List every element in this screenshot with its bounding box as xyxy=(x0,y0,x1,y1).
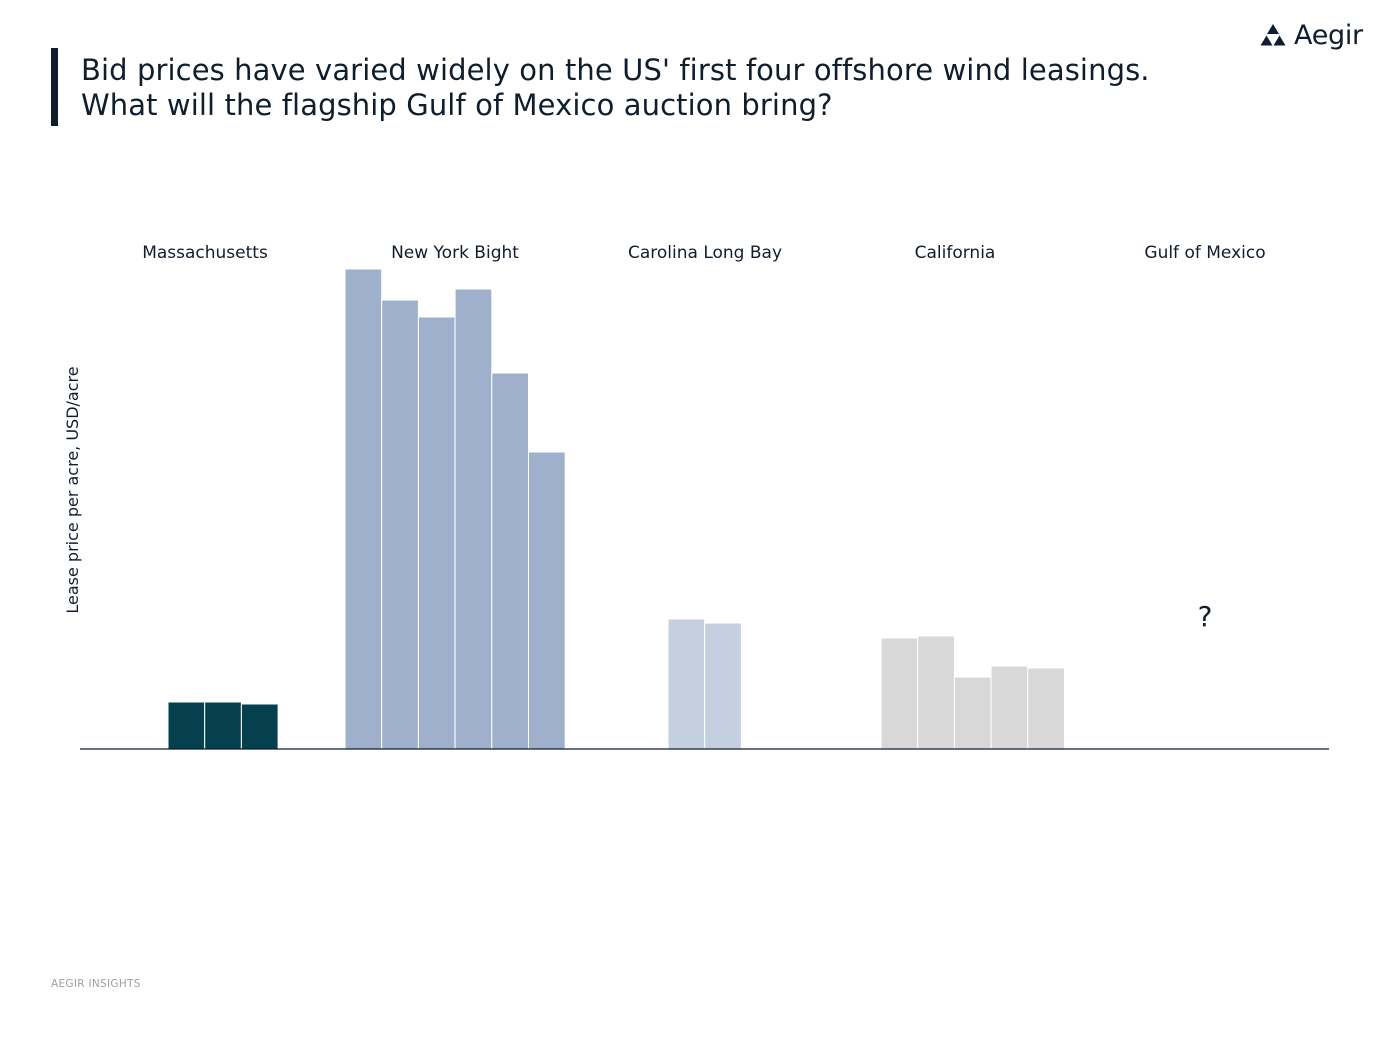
bar xyxy=(167,701,206,750)
bar xyxy=(344,268,383,750)
bar xyxy=(990,665,1029,750)
footer-credit: AEGIR INSIGHTS xyxy=(51,978,141,990)
bar xyxy=(381,299,419,750)
bar xyxy=(491,372,529,750)
bar xyxy=(880,637,919,750)
bar xyxy=(240,703,279,750)
bar xyxy=(667,618,706,750)
bar xyxy=(454,288,493,750)
y-axis-label: Lease price per acre, USD/acre xyxy=(63,366,82,613)
annotation-question-mark: ? xyxy=(1198,600,1213,633)
page-title: Bid prices have varied widely on the US'… xyxy=(81,53,1241,123)
group-label: California xyxy=(915,243,996,263)
group-label: Gulf of Mexico xyxy=(1144,243,1265,263)
group-label: New York Bight xyxy=(391,243,519,263)
group-label: Massachusetts xyxy=(142,243,268,263)
bar xyxy=(917,635,955,750)
brand-name: Aegir xyxy=(1294,19,1363,51)
title-line-2: What will the flagship Gulf of Mexico au… xyxy=(81,88,833,122)
bar xyxy=(204,701,242,750)
bar xyxy=(1027,667,1066,750)
triangle-cluster-icon xyxy=(1260,23,1286,47)
title-accent-bar xyxy=(51,48,58,126)
bar xyxy=(417,316,456,750)
aegir-logo: Aegir xyxy=(1260,18,1363,52)
title-line-1: Bid prices have varied widely on the US'… xyxy=(81,53,1150,87)
group-label: Carolina Long Bay xyxy=(628,243,782,263)
bar xyxy=(953,676,992,750)
bar xyxy=(704,622,742,750)
bar xyxy=(528,451,566,750)
